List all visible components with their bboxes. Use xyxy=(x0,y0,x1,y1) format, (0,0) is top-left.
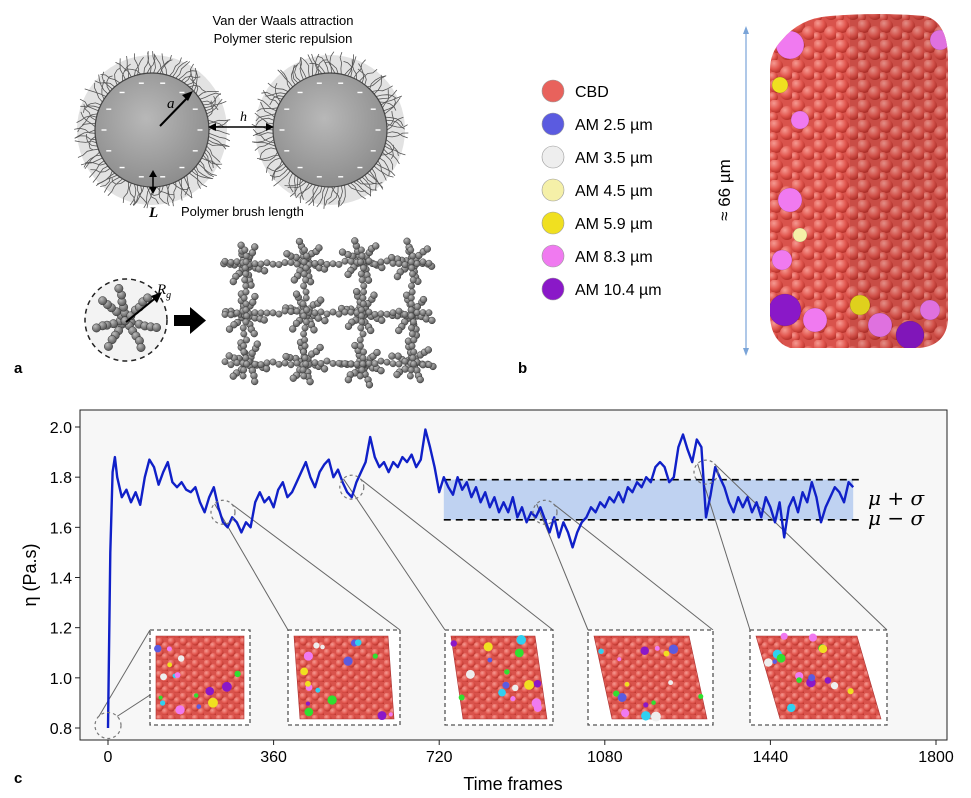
zoom-circle xyxy=(532,499,558,525)
zoom-circle xyxy=(693,459,719,485)
panel-a-label: a xyxy=(14,360,23,377)
y-axis: 0.8 1.0 1.2 1.4 1.6 1.8 2.0 xyxy=(50,420,80,738)
brush-caption: Polymer brush length xyxy=(181,204,304,219)
brush-particle-right xyxy=(251,51,409,209)
transform-arrow xyxy=(174,307,206,334)
panel-b: CBD AM 2.5 µm AM 3.5 µm AM 4.5 µm AM 5.9 µm A… xyxy=(518,14,948,377)
legend-label: AM 5.9 µm xyxy=(575,216,653,233)
x-tick-label: 360 xyxy=(260,749,287,766)
snapshot-inset xyxy=(587,629,714,726)
band-lower-label: μ − σ xyxy=(868,506,925,530)
legend-swatch xyxy=(541,178,565,202)
y-tick-label: 1.4 xyxy=(50,571,72,588)
panel-b-label: b xyxy=(518,360,527,377)
x-axis-label: Time frames xyxy=(463,774,562,794)
zoom-circles xyxy=(94,459,719,740)
x-tick-label: 0 xyxy=(104,749,113,766)
band-upper-label: μ + σ xyxy=(868,486,925,510)
panel-c: 0.8 1.0 1.2 1.4 1.6 1.8 2.0 0 360 720 1080 1440 180… xyxy=(14,409,954,794)
gap-arrow xyxy=(208,123,274,131)
y-tick-label: 1.2 xyxy=(50,621,72,638)
legend: CBD AM 2.5 µm AM 3.5 µm AM 4.5 µm AM 5.9 µm A… xyxy=(541,79,662,301)
height-label: ≈ 66 µm xyxy=(715,159,734,221)
legend-swatch xyxy=(541,277,565,301)
brush-symbol: L xyxy=(148,205,158,221)
legend-swatch xyxy=(541,79,565,103)
x-tick-label: 1440 xyxy=(753,749,789,766)
height-arrow xyxy=(743,26,749,356)
zoom-circle xyxy=(94,711,122,740)
viscosity-series-line xyxy=(106,428,855,729)
legend-label: AM 2.5 µm xyxy=(575,117,653,134)
y-axis-label: η (Pa.s) xyxy=(20,543,40,606)
legend-label: AM 8.3 µm xyxy=(575,249,653,266)
panel-a: Van der Waals attraction Polymer steric … xyxy=(14,13,437,389)
zoom-circle xyxy=(210,499,236,525)
snapshot-inset xyxy=(749,629,888,726)
panel-a-title-2: Polymer steric repulsion xyxy=(214,31,353,46)
zoom-circle xyxy=(339,474,365,500)
zoom-connectors xyxy=(98,463,888,717)
gap-symbol: h xyxy=(240,110,247,125)
legend-label: AM 3.5 µm xyxy=(575,150,653,167)
x-axis: 0 360 720 1080 1440 1800 xyxy=(104,740,954,766)
radius-symbol: a xyxy=(167,96,175,112)
brush-length-arrow xyxy=(149,170,157,194)
snapshot-insets xyxy=(149,629,888,726)
y-tick-label: 1.6 xyxy=(50,520,72,537)
star-polymer xyxy=(84,278,168,362)
brush-particle-left xyxy=(74,51,231,209)
star-network xyxy=(220,237,437,389)
snapshot-inset xyxy=(444,629,554,726)
y-tick-label: 1.0 xyxy=(50,671,72,688)
x-tick-label: 1080 xyxy=(587,749,623,766)
x-tick-label: 1800 xyxy=(918,749,954,766)
legend-label: CBD xyxy=(575,84,609,101)
rg-symbol: Rg xyxy=(156,282,171,301)
x-tick-label: 720 xyxy=(426,749,453,766)
radius-arrow xyxy=(159,91,193,127)
y-tick-label: 2.0 xyxy=(50,420,72,437)
snapshot-inset xyxy=(287,629,401,726)
y-tick-label: 1.8 xyxy=(50,470,72,487)
panel-a-title-1: Van der Waals attraction xyxy=(213,13,354,28)
panel-c-label: c xyxy=(14,770,22,787)
legend-label: AM 10.4 µm xyxy=(575,282,662,299)
legend-swatch xyxy=(541,244,565,268)
snapshot-inset xyxy=(149,629,251,726)
legend-label: AM 4.5 µm xyxy=(575,183,653,200)
legend-swatch xyxy=(541,211,565,235)
legend-swatch xyxy=(541,145,565,169)
particle-column xyxy=(770,14,948,348)
legend-swatch xyxy=(541,112,565,136)
y-tick-label: 0.8 xyxy=(50,721,72,738)
